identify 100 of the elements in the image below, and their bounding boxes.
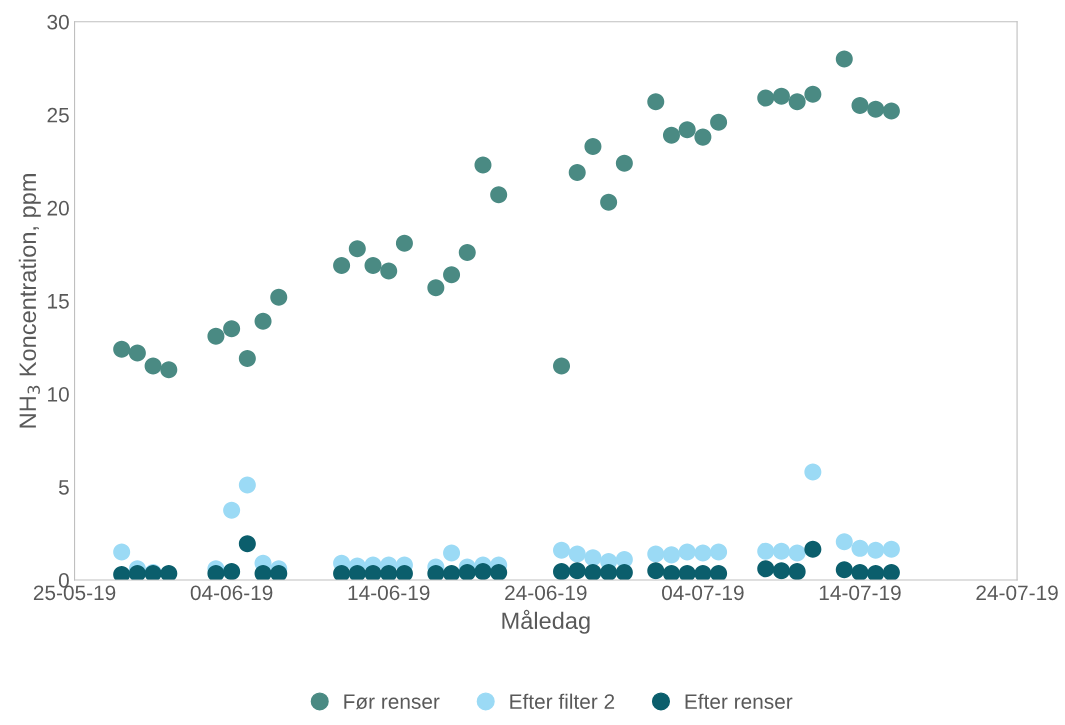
- point: [678, 564, 696, 580]
- point: [364, 257, 382, 275]
- point: [882, 564, 900, 580]
- point: [867, 541, 885, 559]
- point: [835, 533, 853, 551]
- point: [757, 89, 775, 107]
- y-tick-label: 5: [58, 480, 69, 495]
- point: [662, 564, 680, 580]
- x-tick-label: 14-06-19: [348, 585, 430, 601]
- point: [427, 279, 445, 297]
- point: [490, 564, 508, 580]
- point: [851, 539, 869, 557]
- point: [160, 361, 178, 379]
- point: [474, 156, 492, 174]
- point: [584, 549, 602, 567]
- point: [772, 562, 790, 580]
- point: [427, 564, 445, 580]
- point: [364, 564, 382, 580]
- point: [662, 126, 680, 144]
- point: [788, 544, 806, 562]
- point: [380, 564, 398, 580]
- point: [867, 564, 885, 580]
- point: [568, 545, 586, 563]
- point: [647, 93, 665, 111]
- point: [380, 262, 398, 280]
- point: [804, 540, 822, 558]
- point: [710, 564, 728, 580]
- point: [238, 476, 256, 494]
- point: [348, 240, 366, 258]
- y-tick-label: 25: [47, 107, 69, 123]
- point: [851, 96, 869, 114]
- point: [458, 564, 476, 580]
- point: [207, 327, 225, 345]
- point: [553, 541, 571, 559]
- point: [835, 50, 853, 68]
- point: [867, 100, 885, 118]
- point: [270, 564, 288, 580]
- point: [882, 540, 900, 558]
- point: [113, 340, 131, 358]
- y-axis-title: NH$_{3}$ Koncentration, ppm: [18, 174, 41, 428]
- point: [443, 564, 461, 580]
- point: [128, 344, 146, 362]
- point: [223, 320, 241, 338]
- y-tick-label: 15: [48, 294, 69, 309]
- point: [238, 350, 256, 368]
- point: [694, 564, 712, 580]
- legend-label: Før renser: [344, 694, 440, 710]
- point: [443, 544, 461, 562]
- point: [333, 257, 351, 275]
- point: [348, 564, 366, 580]
- legend-label: Efter filter 2: [510, 693, 615, 709]
- point: [788, 563, 806, 580]
- point: [772, 542, 790, 560]
- point: [223, 501, 241, 519]
- point: [694, 128, 712, 146]
- point: [160, 564, 178, 580]
- point: [615, 564, 633, 580]
- point: [474, 563, 492, 580]
- y-tick-label: 10: [48, 386, 69, 402]
- point: [788, 93, 806, 111]
- point: [144, 357, 162, 375]
- point: [568, 163, 586, 181]
- point: [395, 234, 413, 252]
- point: [757, 560, 775, 578]
- point: [395, 564, 413, 580]
- point: [835, 561, 853, 579]
- point: [694, 544, 712, 562]
- point: [128, 564, 146, 580]
- y-tick-label: 30: [47, 14, 69, 30]
- point: [458, 243, 476, 261]
- x-tick-label: 24-06-19: [505, 585, 587, 601]
- point: [678, 121, 696, 139]
- point: [757, 542, 775, 560]
- x-tick-label: 14-07-19: [819, 585, 901, 601]
- point: [254, 564, 272, 580]
- point: [882, 102, 900, 120]
- point: [113, 543, 131, 561]
- point: [443, 266, 461, 284]
- point: [772, 87, 790, 105]
- point: [678, 543, 696, 561]
- point: [662, 546, 680, 564]
- point: [333, 564, 351, 580]
- point: [584, 137, 602, 155]
- point: [254, 312, 272, 330]
- point: [270, 288, 288, 306]
- x-tick-label: 04-06-19: [190, 585, 273, 601]
- point: [710, 543, 728, 561]
- point: [600, 193, 618, 211]
- x-tick-label: 24-07-19: [976, 585, 1058, 601]
- point: [553, 357, 571, 375]
- point: [568, 562, 586, 580]
- point: [600, 564, 618, 580]
- point: [223, 563, 241, 580]
- point: [584, 564, 602, 580]
- point: [553, 563, 571, 580]
- point: [647, 562, 665, 580]
- point: [490, 186, 508, 204]
- point: [804, 463, 822, 481]
- x-axis-title: Måledag: [502, 609, 590, 634]
- point: [615, 154, 633, 172]
